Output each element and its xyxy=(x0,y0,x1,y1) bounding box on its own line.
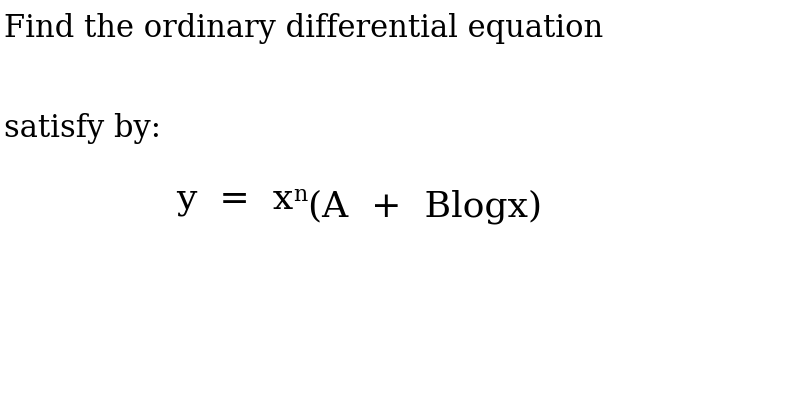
Text: (A  +  Blogx): (A + Blogx) xyxy=(307,189,542,224)
Text: satisfy by:: satisfy by: xyxy=(4,113,161,144)
Text: y  =  x: y = x xyxy=(176,183,294,217)
Text: Find the ordinary differential equation: Find the ordinary differential equation xyxy=(4,13,603,43)
Text: n: n xyxy=(294,184,307,206)
